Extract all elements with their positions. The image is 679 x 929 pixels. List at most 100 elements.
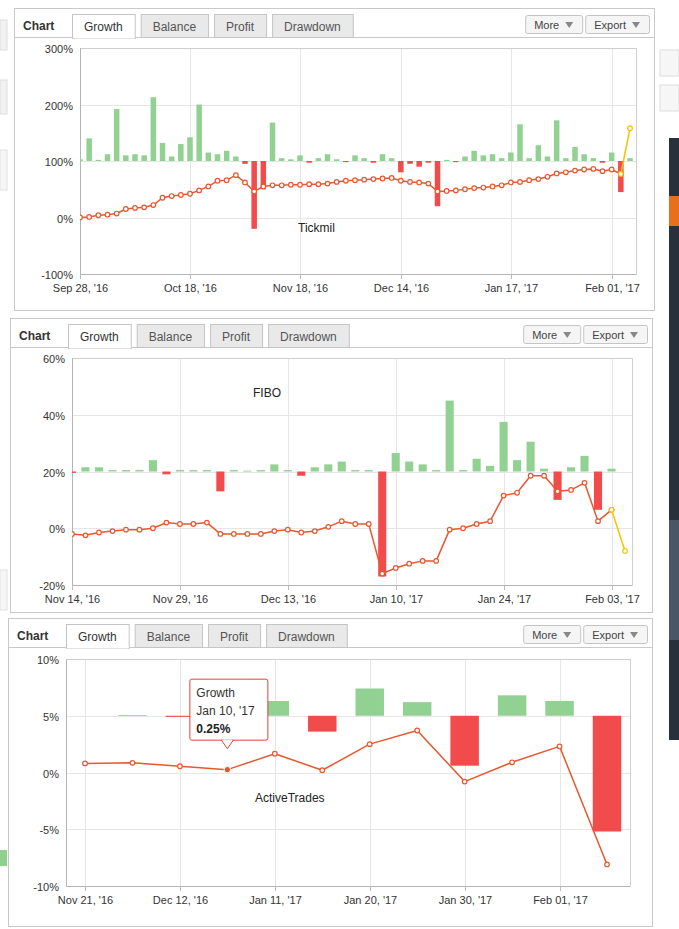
bar xyxy=(81,467,89,471)
line-marker xyxy=(206,184,211,189)
line-marker xyxy=(80,215,82,220)
side-box xyxy=(0,150,7,190)
tab[interactable]: Drawdown xyxy=(269,325,350,348)
bar xyxy=(462,156,468,161)
bar xyxy=(508,153,514,161)
tab[interactable]: Profit xyxy=(211,325,263,348)
button[interactable]: Export xyxy=(584,626,648,644)
bar xyxy=(288,159,294,161)
tab[interactable]: Growth xyxy=(73,15,136,39)
line-marker xyxy=(596,519,601,524)
tab-box xyxy=(67,625,130,649)
bar xyxy=(432,470,440,471)
tooltip-value: 0.25% xyxy=(196,722,230,736)
x-axis xyxy=(66,886,630,887)
panel-frame xyxy=(9,619,653,927)
dropdown-arrow xyxy=(565,22,573,28)
line-marker xyxy=(197,188,202,193)
line-marker xyxy=(417,180,422,185)
marks xyxy=(83,689,622,867)
button-box xyxy=(584,626,648,644)
bar xyxy=(526,158,532,161)
y-tick-label: 200% xyxy=(45,100,73,112)
y-tick-label: -100% xyxy=(41,269,73,281)
line-marker xyxy=(628,126,633,131)
bar xyxy=(627,158,633,161)
line-marker xyxy=(261,184,266,189)
tab-label: Growth xyxy=(78,630,117,644)
button[interactable]: More xyxy=(524,326,581,344)
line-marker xyxy=(344,178,349,183)
bar xyxy=(187,137,193,161)
bar xyxy=(540,469,548,472)
line-marker xyxy=(463,187,468,192)
grid-line xyxy=(465,659,466,886)
tab[interactable]: Growth xyxy=(67,625,130,649)
grid-line xyxy=(80,161,636,162)
line-marker xyxy=(225,767,230,772)
line-marker xyxy=(334,180,339,185)
bar xyxy=(270,464,278,471)
line-marker xyxy=(509,180,514,185)
button[interactable]: Export xyxy=(584,326,648,344)
button[interactable]: Export xyxy=(586,16,650,34)
plot-frame xyxy=(81,49,637,275)
line-marker xyxy=(619,172,624,177)
line-marker xyxy=(600,169,605,174)
line-marker xyxy=(325,181,330,186)
line-marker xyxy=(527,178,532,183)
line-marker xyxy=(415,728,420,733)
line-marker xyxy=(609,508,614,513)
tab[interactable]: Balance xyxy=(137,325,204,348)
line-marker xyxy=(564,170,569,175)
side-ad xyxy=(669,520,679,640)
grid-line xyxy=(66,886,630,887)
dropdown-arrow xyxy=(630,332,638,338)
tab[interactable]: Growth xyxy=(69,325,132,349)
button[interactable]: More xyxy=(524,626,581,644)
y-tick-label: 10% xyxy=(37,654,59,666)
line-marker xyxy=(137,527,142,532)
tab[interactable]: Balance xyxy=(135,625,202,648)
button[interactable]: More xyxy=(526,16,583,34)
tab[interactable]: Balance xyxy=(141,15,208,38)
panel: ChartGrowthBalanceProfitDrawdownExportMo… xyxy=(14,9,655,311)
grid-line xyxy=(72,528,632,529)
line-marker xyxy=(151,203,156,208)
bar xyxy=(141,155,147,161)
bar xyxy=(607,469,615,472)
tab-box xyxy=(267,625,348,648)
bar xyxy=(123,155,129,161)
tab-cover xyxy=(69,347,131,349)
line-marker xyxy=(243,180,248,185)
bar xyxy=(297,155,303,161)
bar xyxy=(498,695,526,715)
line-marker xyxy=(528,473,533,478)
bar xyxy=(591,158,597,161)
line-marker xyxy=(399,178,404,183)
bar xyxy=(122,470,130,471)
line-marker xyxy=(164,520,169,525)
line-marker xyxy=(169,194,174,199)
bar xyxy=(279,158,285,161)
tab[interactable]: Drawdown xyxy=(267,625,348,648)
tooltip-pointer xyxy=(221,740,233,749)
grid-line xyxy=(180,659,181,886)
tab[interactable]: Profit xyxy=(215,15,267,38)
tab-label: Balance xyxy=(149,330,193,344)
line-marker xyxy=(444,189,449,194)
line-marker xyxy=(353,522,358,527)
line-marker xyxy=(362,177,367,182)
bar xyxy=(500,422,508,472)
tab[interactable]: Profit xyxy=(209,625,261,648)
bar xyxy=(118,715,146,717)
tab-cover xyxy=(73,37,135,39)
line-marker xyxy=(252,189,257,194)
x-tick-label: Nov 18, '16 xyxy=(273,282,328,294)
tab-box xyxy=(273,15,354,38)
x-tick-label: Jan 24, '17 xyxy=(478,593,531,605)
tab[interactable]: Drawdown xyxy=(273,15,354,38)
bar xyxy=(114,109,120,161)
bar xyxy=(554,120,560,161)
line-marker xyxy=(124,207,129,212)
